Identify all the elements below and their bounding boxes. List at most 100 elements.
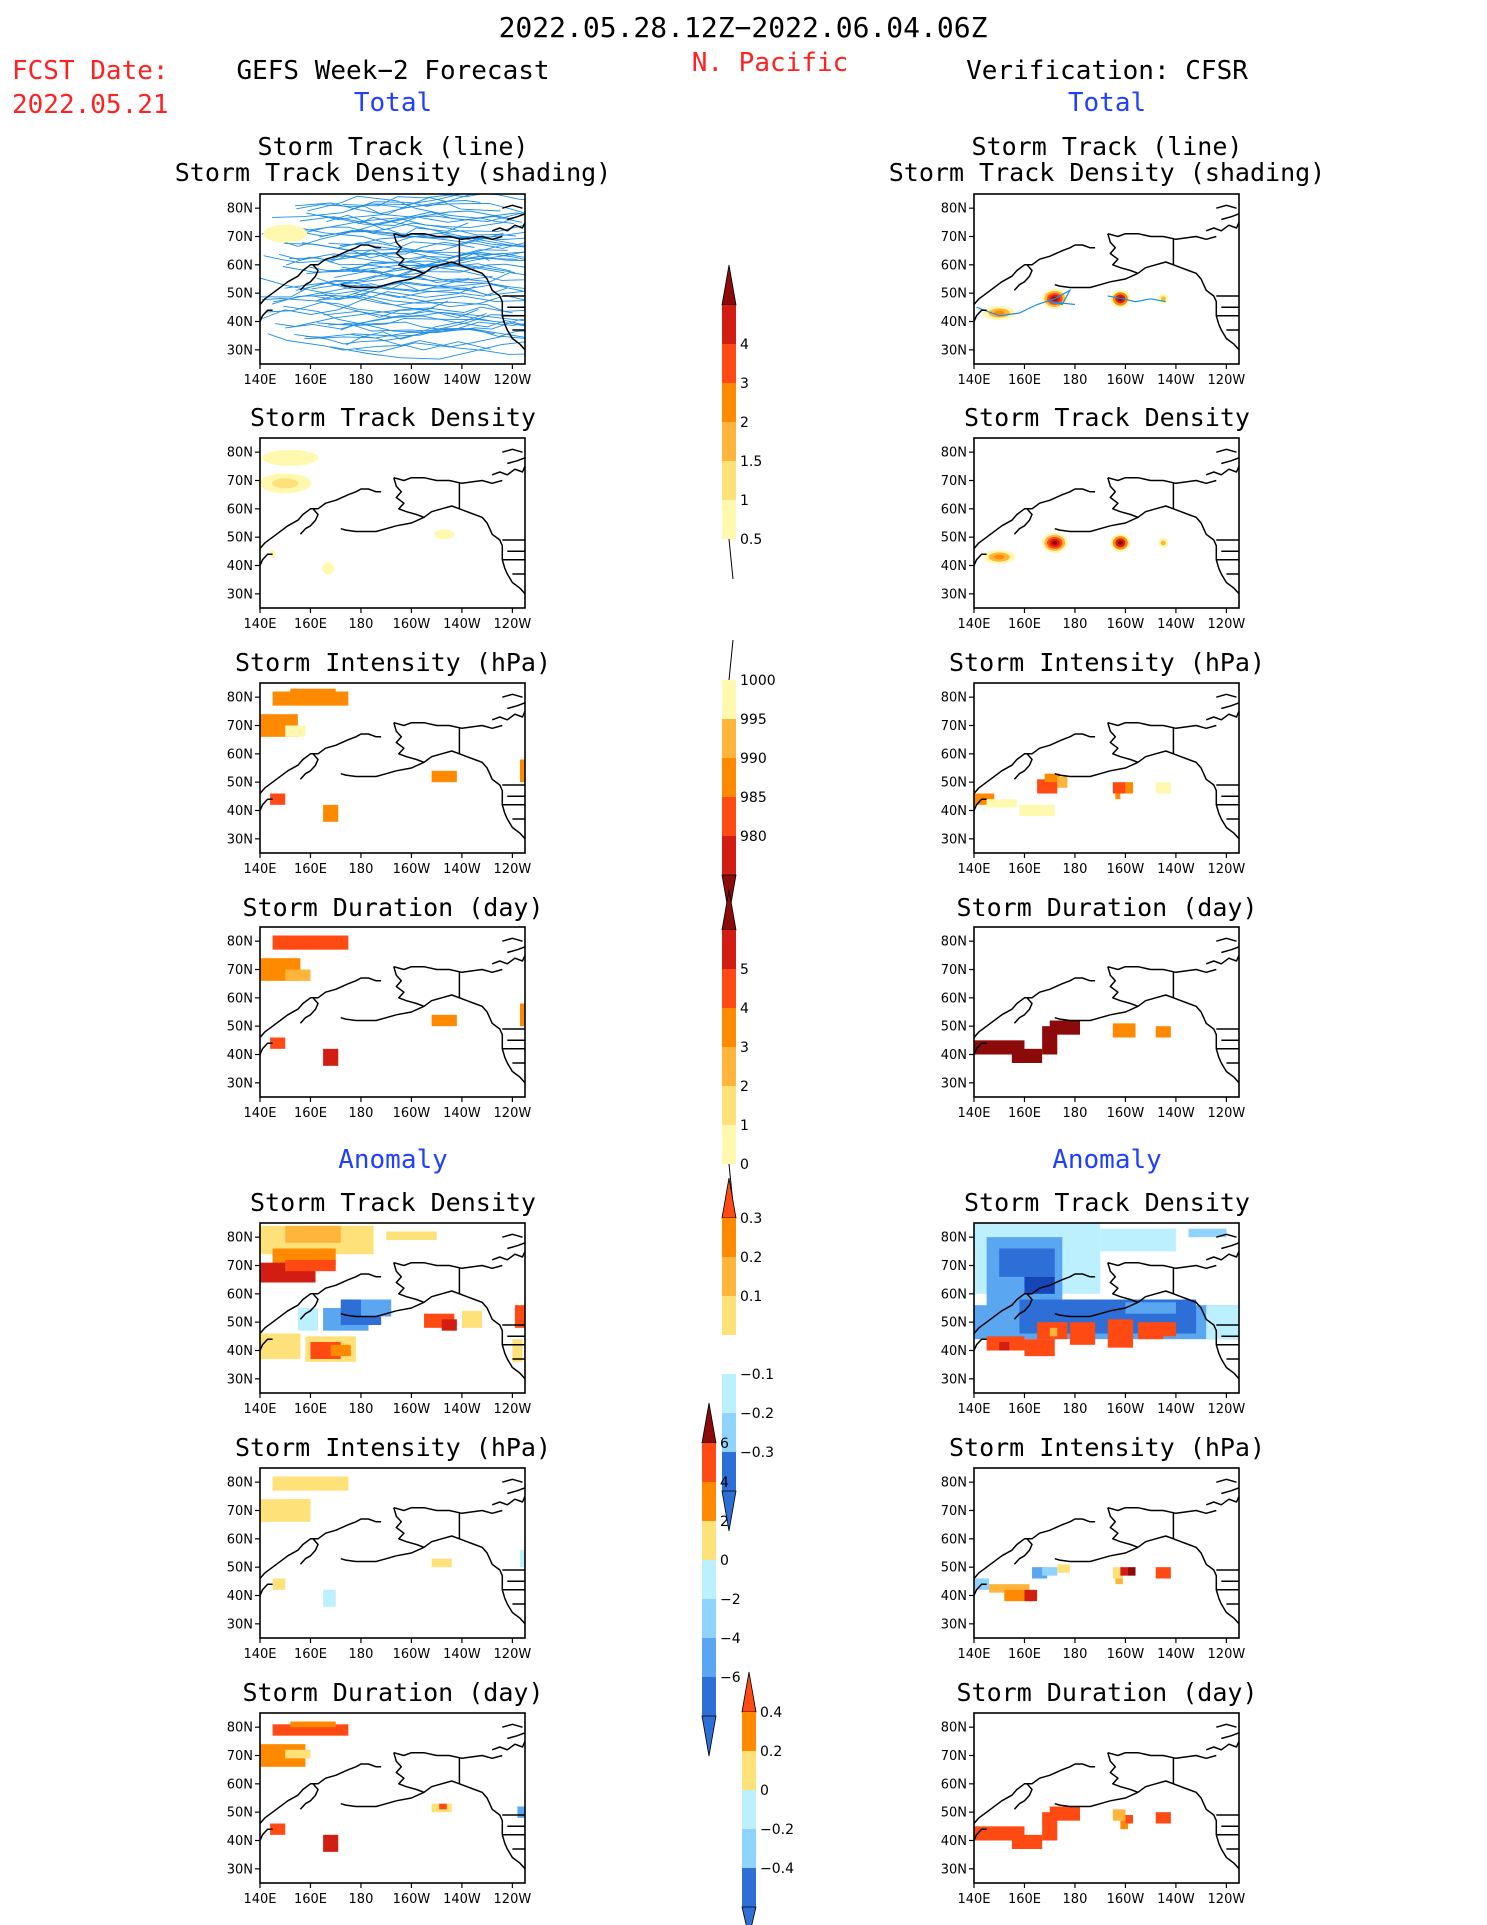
colorbar-segment <box>722 1125 736 1164</box>
coastline <box>502 448 523 453</box>
coastline <box>1205 1250 1239 1261</box>
coastline <box>423 261 525 351</box>
colorbar-label: 0 <box>760 1783 769 1799</box>
lat-tick-label: 60N <box>941 991 967 1006</box>
storm-track-line <box>353 292 525 312</box>
coastline <box>974 1338 987 1351</box>
storm-track-line <box>357 216 525 248</box>
l3-title: Storm Intensity (hPa) <box>234 648 552 677</box>
coastline <box>340 770 397 778</box>
colorbar-label: 4 <box>740 337 749 353</box>
lat-tick-label: 80N <box>941 935 967 950</box>
lat-tick-label: 80N <box>941 691 967 706</box>
lat-tick-label: 30N <box>227 587 253 602</box>
lon-tick-label: 160W <box>393 617 431 632</box>
coastline <box>1216 693 1237 698</box>
lon-tick-label: 160E <box>1008 373 1041 388</box>
grid-cell <box>1024 1589 1038 1602</box>
grid-cell <box>260 1744 306 1767</box>
lon-tick-label: 120W <box>1208 1892 1246 1907</box>
lon-tick-label: 160W <box>1107 1892 1145 1907</box>
storm-track-line <box>273 210 510 247</box>
coastline <box>974 1763 1096 1824</box>
coastline <box>1221 702 1239 710</box>
grid-cell <box>285 1225 341 1243</box>
lon-tick-label: 160W <box>393 1402 431 1417</box>
coastline <box>1107 966 1139 1016</box>
storm-track-line <box>976 288 1076 317</box>
coastline <box>491 1740 525 1751</box>
density-blob <box>272 478 299 489</box>
lon-tick-label: 140E <box>957 862 990 877</box>
lat-tick-label: 80N <box>941 202 967 217</box>
l7-title: Storm Duration (day) <box>242 1678 544 1707</box>
lat-tick-label: 40N <box>941 1048 967 1063</box>
grid-cell <box>360 1299 392 1317</box>
storm-track-line <box>311 243 521 290</box>
grid-cell <box>1125 1302 1176 1314</box>
fcst-date: 2022.05.21 <box>12 90 169 120</box>
density-blob <box>269 550 276 559</box>
lat-tick-label: 70N <box>227 230 253 245</box>
coastline <box>507 946 525 954</box>
colorbar-label: 0.2 <box>760 1744 782 1760</box>
lon-tick-label: 160W <box>393 1892 431 1907</box>
storm-track-line <box>330 341 525 360</box>
coastline <box>299 997 319 1024</box>
r2-density-map: 80N 70N 60N 50N 40N 30N 140E 160E 180 160W 140W 120… <box>941 437 1245 632</box>
lon-tick-label: 160E <box>294 1892 327 1907</box>
lat-tick-label: 70N <box>227 963 253 978</box>
r1-track-map: 80N 70N 60N 50N 40N 30N 140E 160E 180 160W 140W 120… <box>941 193 1245 388</box>
l6-intensity-anom-map: 80N 70N 60N 50N 40N 30N 140E 160E 180 160W 140W 120… <box>227 1467 531 1662</box>
grid-cell <box>1120 1567 1128 1576</box>
coastline <box>1205 954 1239 965</box>
lat-tick-label: 50N <box>227 1561 253 1576</box>
lat-tick-label: 60N <box>941 1777 967 1792</box>
grid-cell <box>323 804 339 822</box>
coastline <box>1013 1293 1033 1320</box>
lon-tick-label: 180 <box>349 1647 374 1662</box>
grid-cell <box>1112 782 1126 794</box>
grid-cell <box>431 1558 452 1568</box>
grid-cell <box>439 1803 447 1810</box>
density-blob <box>993 310 1005 316</box>
lat-tick-label: 70N <box>227 1259 253 1274</box>
storm-track-line <box>316 272 525 286</box>
grid-cell <box>272 1476 349 1491</box>
lon-tick-label: 140E <box>957 1402 990 1417</box>
lon-tick-label: 160E <box>294 862 327 877</box>
right-column-title: Verification: CFSR <box>966 56 1248 86</box>
lat-tick-label: 80N <box>227 935 253 950</box>
coastline <box>340 1800 397 1808</box>
colorbar-label: −0.2 <box>760 1822 794 1838</box>
colorbar-label: −0.2 <box>740 1406 774 1422</box>
storm-track-line <box>262 285 476 319</box>
colorbar-segment <box>722 500 736 539</box>
density-blob <box>263 224 308 243</box>
lon-tick-label: 160W <box>1107 617 1145 632</box>
lat-tick-label: 80N <box>227 1721 253 1736</box>
lon-tick-label: 120W <box>1208 1647 1246 1662</box>
colorbar-label: 1 <box>740 493 749 509</box>
lat-tick-label: 60N <box>227 1532 253 1547</box>
coastline <box>1107 1261 1217 1270</box>
colorbar-label: 3 <box>740 1040 749 1056</box>
coastline <box>260 1583 273 1596</box>
left-anomaly-label: Anomaly <box>338 1145 448 1175</box>
grid-cell <box>285 1499 311 1511</box>
lat-tick-label: 50N <box>941 531 967 546</box>
grid-cell <box>1004 1589 1035 1602</box>
map-frame <box>973 1712 1240 1884</box>
lon-tick-label: 160E <box>1008 1647 1041 1662</box>
colorbar-segment <box>722 1335 736 1374</box>
r6-intensity-anom-map: 80N 70N 60N 50N 40N 30N 140E 160E 180 160W 140W 120… <box>941 1467 1246 1662</box>
lon-tick-label: 180 <box>1063 1647 1088 1662</box>
grid-cell <box>512 1339 523 1362</box>
coastline <box>1054 1014 1111 1022</box>
coastline <box>507 1487 525 1495</box>
r4-title: Storm Duration (day) <box>956 893 1258 922</box>
lon-tick-label: 140W <box>443 1402 481 1417</box>
coastline <box>1137 261 1239 351</box>
colorbar-label: 2 <box>720 1514 729 1530</box>
coastline <box>1107 721 1217 730</box>
